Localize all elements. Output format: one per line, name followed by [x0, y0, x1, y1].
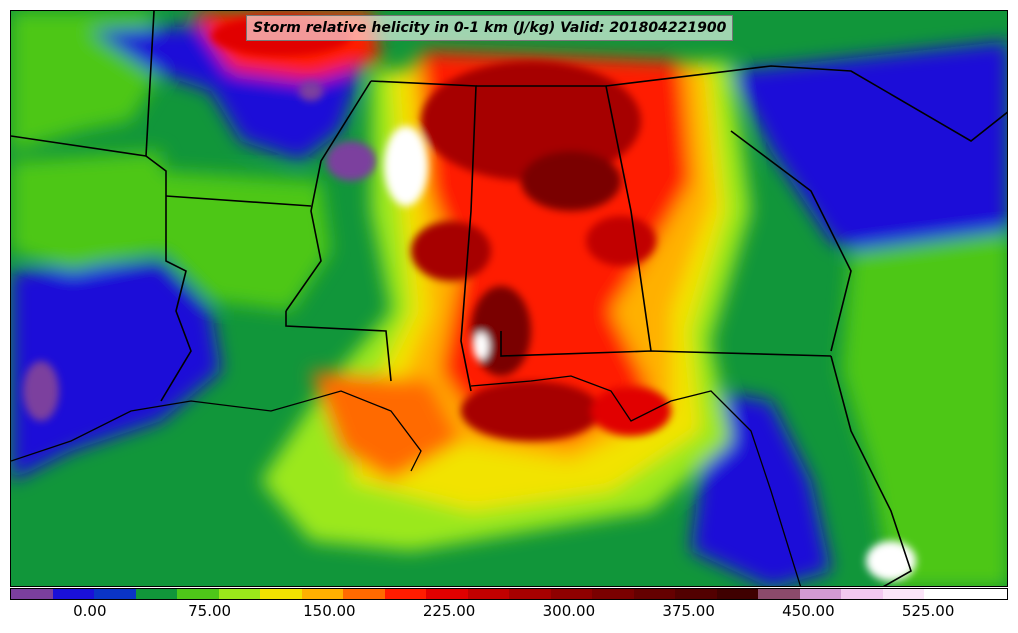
color-scale-segment	[716, 589, 758, 599]
coastline	[11, 375, 802, 586]
color-scale-segment	[52, 589, 94, 599]
color-scale-tick-label: 525.00	[901, 602, 955, 620]
color-scale-segment	[675, 589, 717, 599]
color-scale-tick-label: 450.00	[782, 602, 835, 620]
color-scale-segment	[550, 589, 592, 599]
map-panel	[10, 10, 1008, 587]
color-scale-tick-label: 75.00	[188, 602, 232, 620]
color-scale-segment	[841, 589, 883, 599]
color-scale-tick-label: 0.00	[73, 602, 107, 620]
color-scale-tick-label: 225.00	[422, 602, 476, 620]
color-scale-segment	[426, 589, 468, 599]
color-scale-segment	[260, 589, 302, 599]
state-boundaries	[11, 11, 1007, 586]
color-scale-segment	[509, 589, 551, 599]
color-scale-segment	[135, 589, 177, 599]
color-scale-segment	[882, 589, 924, 599]
color-scale-labels: 0.00 75.00 150.00 225.00 300.00 375.00 450.00 5…	[10, 602, 1008, 624]
color-scale-bar	[10, 588, 1008, 600]
color-scale-segment	[384, 589, 426, 599]
color-scale-segment	[592, 589, 634, 599]
color-scale-tick-label: 375.00	[662, 602, 715, 620]
color-scale-segment	[218, 589, 260, 599]
helicity-field-map	[11, 11, 1007, 586]
color-scale-tick-label: 150.00	[303, 602, 356, 620]
color-scale-segment	[965, 589, 1007, 599]
color-scale-tick-label: 300.00	[542, 602, 596, 620]
color-scale-segment	[343, 589, 385, 599]
color-scale-segment	[924, 589, 966, 599]
color-scale-segment	[301, 589, 343, 599]
map-title: Storm relative helicity in 0-1 km (J/kg)…	[246, 15, 734, 41]
color-scale-segment	[177, 589, 219, 599]
color-scale-segment	[11, 589, 53, 599]
color-scale-segment	[799, 589, 841, 599]
color-scale-segment	[633, 589, 675, 599]
color-scale-segment	[758, 589, 800, 599]
color-scale-segment	[467, 589, 509, 599]
color-scale-segment	[94, 589, 136, 599]
